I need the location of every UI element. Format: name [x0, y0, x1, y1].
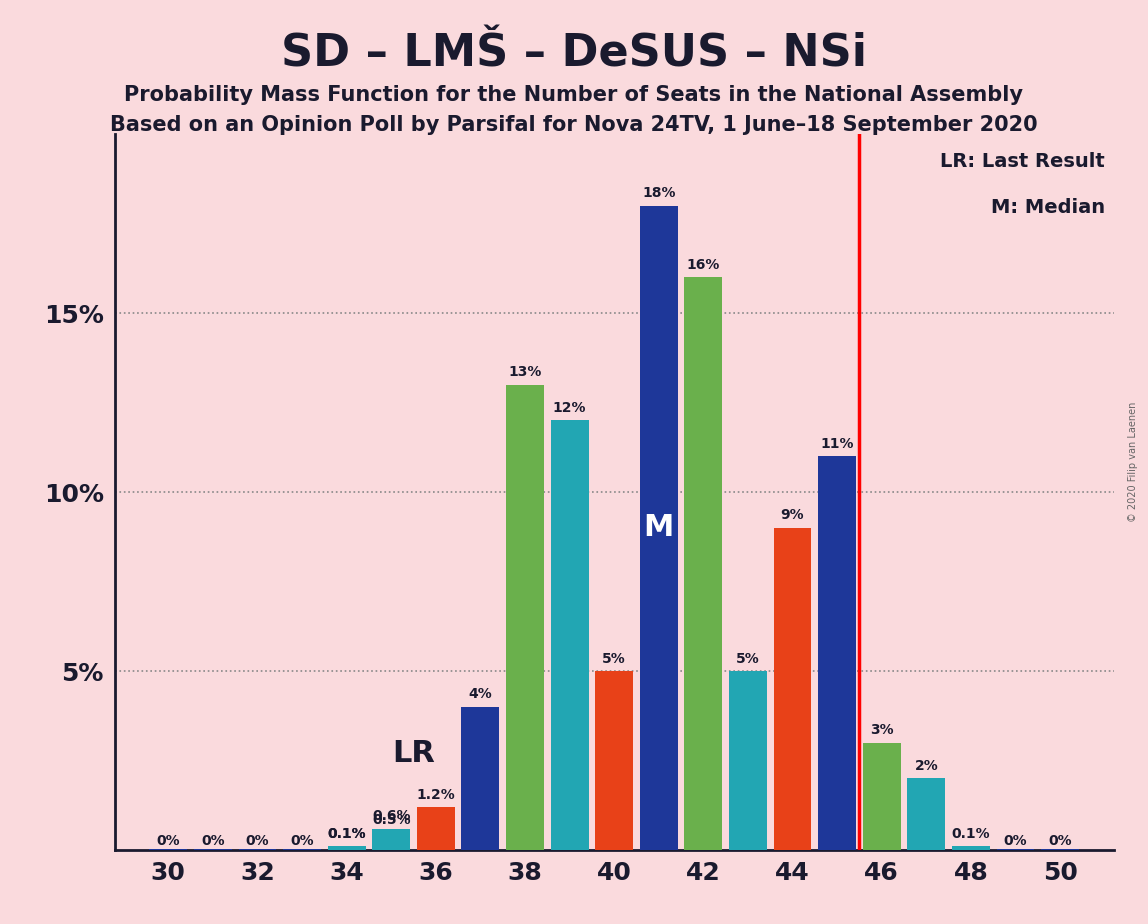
Bar	[327, 846, 365, 850]
Text: 5%: 5%	[736, 651, 760, 665]
Text: M: M	[644, 514, 674, 542]
Bar	[819, 456, 856, 850]
Bar	[684, 277, 722, 850]
Bar	[595, 671, 634, 850]
Text: 0%: 0%	[156, 834, 180, 848]
Bar	[952, 846, 990, 850]
Text: 5%: 5%	[603, 651, 626, 665]
Bar	[729, 671, 767, 850]
Text: 4%: 4%	[468, 687, 492, 701]
Text: 0.6%: 0.6%	[372, 809, 411, 823]
Bar	[417, 808, 455, 850]
Text: 0.1%: 0.1%	[327, 827, 366, 841]
Text: 18%: 18%	[642, 187, 675, 201]
Bar	[461, 707, 499, 850]
Bar	[372, 829, 410, 850]
Bar	[506, 384, 544, 850]
Text: SD – LMŠ – DeSUS – NSi: SD – LMŠ – DeSUS – NSi	[281, 32, 867, 76]
Text: 2%: 2%	[915, 760, 938, 773]
Bar	[863, 743, 901, 850]
Text: 0.1%: 0.1%	[952, 827, 991, 841]
Text: Probability Mass Function for the Number of Seats in the National Assembly: Probability Mass Function for the Number…	[124, 85, 1024, 105]
Text: 16%: 16%	[687, 258, 720, 272]
Bar	[774, 528, 812, 850]
Text: 9%: 9%	[781, 508, 805, 522]
Text: 0%: 0%	[290, 834, 313, 848]
Text: 12%: 12%	[553, 401, 587, 415]
Bar	[907, 778, 945, 850]
Text: 0%: 0%	[201, 834, 225, 848]
Text: 13%: 13%	[509, 365, 542, 379]
Text: © 2020 Filip van Laenen: © 2020 Filip van Laenen	[1128, 402, 1138, 522]
Bar	[551, 420, 589, 850]
Bar	[639, 206, 677, 850]
Text: 0%: 0%	[246, 834, 270, 848]
Text: 0.5%: 0.5%	[372, 813, 411, 827]
Text: 11%: 11%	[821, 437, 854, 451]
Text: Based on an Opinion Poll by Parsifal for Nova 24TV, 1 June–18 September 2020: Based on an Opinion Poll by Parsifal for…	[110, 115, 1038, 135]
Text: 0%: 0%	[1003, 834, 1027, 848]
Text: LR: LR	[393, 738, 435, 768]
Text: 3%: 3%	[870, 723, 893, 737]
Bar	[327, 846, 365, 850]
Text: 0.1%: 0.1%	[327, 827, 366, 841]
Text: LR: Last Result: LR: Last Result	[940, 152, 1104, 171]
Text: 1.2%: 1.2%	[417, 788, 456, 802]
Bar	[372, 833, 410, 850]
Text: 0%: 0%	[1048, 834, 1072, 848]
Text: M: Median: M: Median	[991, 199, 1104, 217]
